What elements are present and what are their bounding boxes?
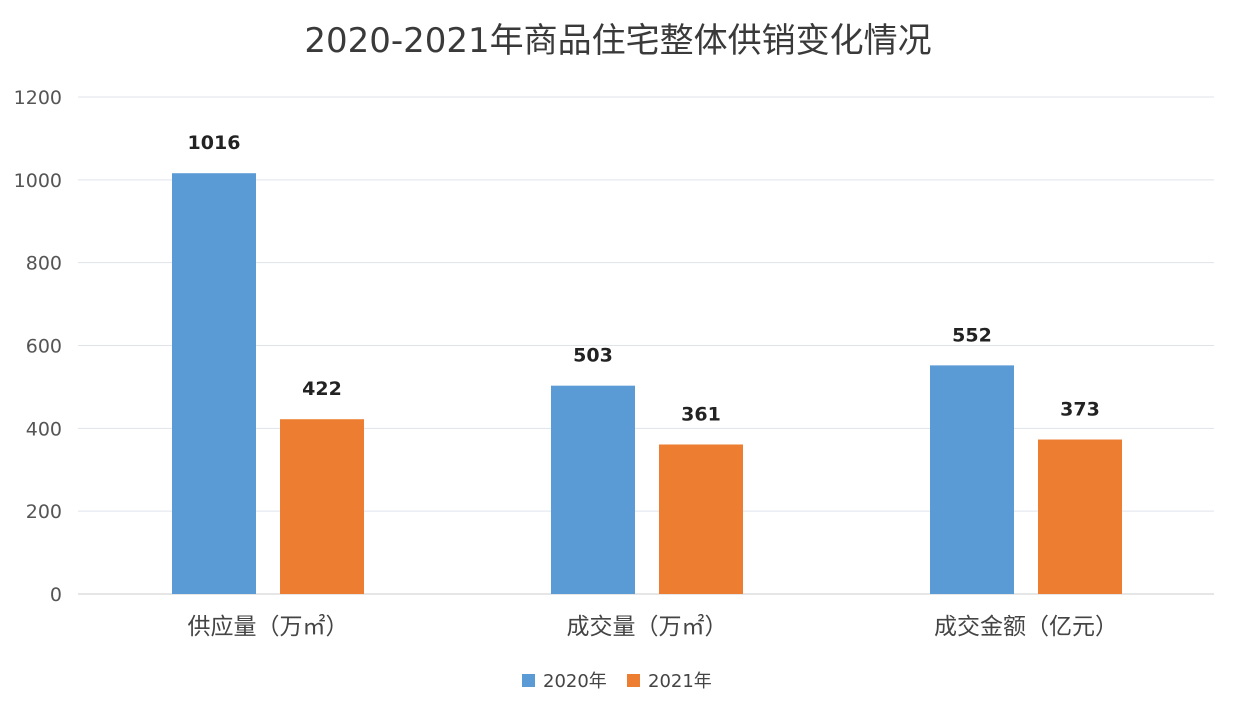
data-label: 503 bbox=[573, 345, 613, 367]
y-tick-label: 1200 bbox=[14, 87, 62, 109]
y-tick-label: 400 bbox=[26, 418, 62, 440]
bars bbox=[172, 173, 1122, 594]
bar-2021-2 bbox=[1038, 439, 1122, 594]
legend-label: 2020年 bbox=[543, 671, 607, 692]
legend-label: 2021年 bbox=[648, 671, 712, 692]
legend-swatch bbox=[627, 674, 640, 687]
y-axis-ticks: 0 200 400 600 800 1000 1200 bbox=[14, 87, 62, 606]
y-tick-label: 800 bbox=[26, 253, 62, 275]
bar-2020-2 bbox=[930, 365, 1014, 594]
y-tick-label: 1000 bbox=[14, 170, 62, 192]
bar-2021-0 bbox=[280, 419, 364, 594]
category-labels: 供应量（万㎡） 成交量（万㎡） 成交金额（亿元） bbox=[188, 614, 1119, 640]
data-label: 1016 bbox=[188, 132, 241, 154]
y-tick-label: 200 bbox=[26, 501, 62, 523]
data-label: 552 bbox=[952, 324, 992, 346]
bar-2020-1 bbox=[551, 385, 635, 594]
gridlines bbox=[78, 96, 1214, 595]
bar-2021-1 bbox=[659, 444, 743, 594]
data-label: 422 bbox=[302, 378, 342, 400]
data-labels: 1016 422 503 361 552 373 bbox=[188, 132, 1100, 425]
legend-swatch bbox=[522, 674, 535, 687]
category-label: 成交金额（亿元） bbox=[934, 614, 1118, 640]
chart-title: 2020-2021年商品住宅整体供销变化情况 bbox=[304, 21, 931, 61]
data-label: 373 bbox=[1060, 399, 1100, 421]
y-tick-label: 600 bbox=[26, 336, 62, 358]
legend: 2020年 2021年 bbox=[522, 671, 712, 692]
data-label: 361 bbox=[681, 403, 721, 425]
bar-2020-0 bbox=[172, 173, 256, 594]
y-tick-label: 0 bbox=[50, 584, 62, 606]
category-label: 成交量（万㎡） bbox=[567, 614, 728, 640]
category-label: 供应量（万㎡） bbox=[188, 614, 349, 640]
